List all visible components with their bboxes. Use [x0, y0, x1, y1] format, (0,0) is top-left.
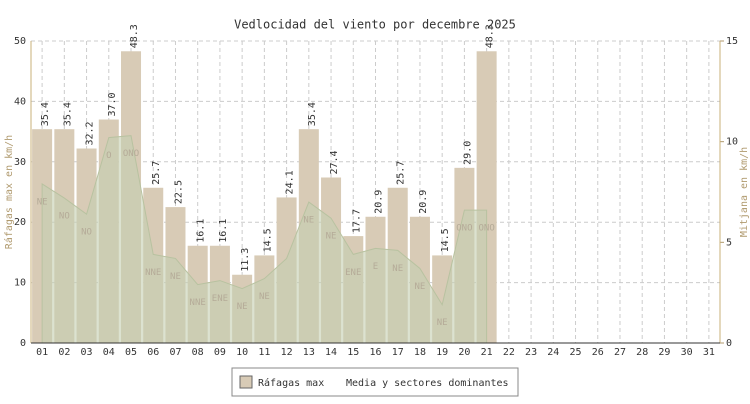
direction-label: ONO	[478, 224, 494, 234]
value-label: 35.4	[62, 102, 73, 126]
y-axis-label: Ráfagas max en km/h	[3, 135, 15, 249]
y2-tick-label: 0	[726, 338, 732, 349]
x-tick-label: 12	[281, 347, 293, 358]
x-tick-label: 01	[36, 347, 48, 358]
direction-label: NNE	[145, 268, 161, 278]
x-tick-label: 25	[570, 347, 582, 358]
x-tick-label: 15	[347, 347, 359, 358]
legend-box	[231, 367, 519, 397]
direction-label: ONO	[123, 149, 139, 159]
direction-label: NE	[237, 302, 248, 312]
direction-label: NE	[326, 232, 337, 242]
direction-label: NE	[170, 272, 181, 282]
legend-label: Media y sectores dominantes	[346, 378, 509, 389]
legend-swatch	[239, 375, 253, 389]
y-tick-label: 10	[14, 278, 26, 289]
x-tick-label: 07	[169, 347, 181, 358]
y-tick-label: 20	[14, 217, 26, 228]
x-tick-label: 06	[147, 347, 159, 358]
y2-axis-label: Mitjana en km/h	[739, 147, 750, 237]
value-label: 35.4	[40, 102, 51, 126]
direction-label: ENE	[212, 294, 228, 304]
y2-tick-label: 5	[726, 237, 732, 248]
direction-label: NE	[392, 264, 403, 274]
value-label: 48.3	[129, 24, 140, 48]
value-label: 14.5	[262, 228, 273, 252]
x-tick-label: 23	[525, 347, 537, 358]
value-label: 17.7	[351, 209, 362, 233]
x-tick-label: 19	[436, 347, 448, 358]
x-tick-label: 03	[81, 347, 93, 358]
y-tick-label: 0	[20, 338, 26, 349]
value-label: 48.3	[485, 24, 496, 48]
direction-label: NE	[415, 282, 426, 292]
x-tick-label: 16	[369, 347, 381, 358]
y2-tick-label: 15	[726, 36, 738, 47]
value-label: 24.1	[285, 170, 296, 194]
x-tick-label: 10	[236, 347, 248, 358]
value-label: 16.1	[218, 219, 229, 243]
x-tick-label: 26	[592, 347, 604, 358]
x-tick-label: 22	[503, 347, 515, 358]
chart-title: Vedlocidad del viento por decembre 2025	[234, 18, 516, 32]
x-tick-label: 29	[658, 347, 670, 358]
x-tick-label: 27	[614, 347, 626, 358]
y-tick-label: 40	[14, 96, 26, 107]
x-tick-label: 04	[103, 347, 115, 358]
value-label: 37.0	[107, 92, 118, 116]
x-tick-label: 18	[414, 347, 426, 358]
value-label: 29.0	[462, 141, 473, 165]
x-tick-label: 08	[192, 347, 204, 358]
x-tick-label: 31	[703, 347, 715, 358]
direction-label: NE	[259, 292, 270, 302]
direction-label: NNE	[190, 298, 206, 308]
x-tick-label: 21	[481, 347, 493, 358]
direction-label: NO	[81, 228, 92, 238]
value-label: 25.7	[151, 161, 162, 185]
value-label: 16.1	[196, 219, 207, 243]
x-tick-label: 28	[636, 347, 648, 358]
y-tick-label: 50	[14, 36, 26, 47]
value-label: 20.9	[418, 190, 429, 214]
value-label: 27.4	[329, 150, 340, 174]
x-tick-label: 24	[547, 347, 559, 358]
average-area	[41, 135, 488, 344]
value-label: 22.5	[173, 180, 184, 204]
x-tick-label: 14	[325, 347, 337, 358]
direction-label: NE	[37, 197, 48, 207]
value-label: 25.7	[396, 161, 407, 185]
value-label: 20.9	[374, 190, 385, 214]
x-tick-label: 13	[303, 347, 315, 358]
value-label: 35.4	[307, 102, 318, 126]
direction-label: ENE	[345, 268, 361, 278]
x-tick-label: 05	[125, 347, 137, 358]
direction-label: NE	[437, 318, 448, 328]
direction-label: O	[106, 151, 111, 161]
value-label: 11.3	[240, 248, 251, 272]
direction-label: NO	[59, 212, 70, 222]
y-tick-label: 30	[14, 157, 26, 168]
x-tick-label: 02	[58, 347, 70, 358]
x-tick-label: 30	[681, 347, 693, 358]
direction-label: ONO	[456, 224, 472, 234]
x-tick-label: 11	[258, 347, 270, 358]
value-label: 14.5	[440, 228, 451, 252]
y2-tick-label: 10	[726, 137, 738, 148]
value-label: 32.2	[85, 121, 96, 145]
x-tick-label: 09	[214, 347, 226, 358]
x-tick-label: 20	[458, 347, 470, 358]
legend-label: Ráfagas max	[258, 377, 324, 389]
direction-label: NE	[303, 216, 314, 226]
direction-label: E	[373, 262, 378, 272]
x-tick-label: 17	[392, 347, 404, 358]
